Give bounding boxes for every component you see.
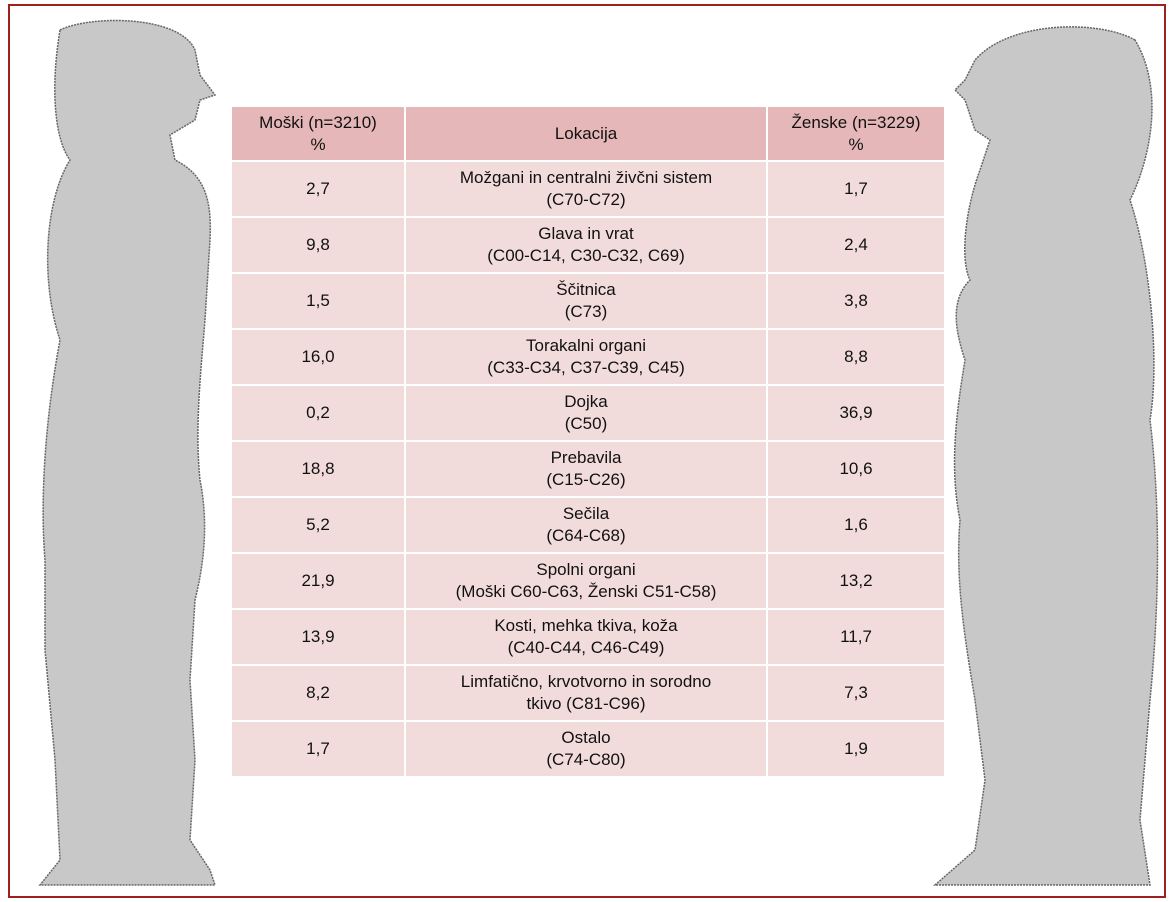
cell: Kosti, mehka tkiva, koža (C40-C44, C46-C… bbox=[406, 610, 766, 666]
cell: 1,7 bbox=[232, 722, 404, 778]
cell: 9,8 bbox=[232, 218, 404, 274]
male-silhouette bbox=[38, 19, 217, 886]
cell: Sečila (C64-C68) bbox=[406, 498, 766, 554]
cell: Prebavila (C15-C26) bbox=[406, 442, 766, 498]
cell: 1,7 bbox=[768, 162, 944, 218]
cell: 0,2 bbox=[232, 386, 404, 442]
cell: Možgani in centralni živčni sistem (C70-… bbox=[406, 162, 766, 218]
row: 16,0 Torakalni organi (C33-C34, C37-C39, … bbox=[232, 330, 944, 386]
cell: 1,5 bbox=[232, 274, 404, 330]
cell: Moški (n=3210) % bbox=[232, 107, 404, 162]
row: 1,7 Ostalo (C74-C80) 1,9 bbox=[232, 722, 944, 778]
cell: 8,8 bbox=[768, 330, 944, 386]
row: 9,8 Glava in vrat (C00-C14, C30-C32, C69)… bbox=[232, 218, 944, 274]
frame bbox=[8, 4, 1166, 898]
row: 1,5 Ščitnica (C73) 3,8 bbox=[232, 274, 944, 330]
cell: Ženske (n=3229) % bbox=[768, 107, 944, 162]
cell: Lokacija bbox=[406, 107, 766, 162]
cell: 5,2 bbox=[232, 498, 404, 554]
cell: 1,9 bbox=[768, 722, 944, 778]
cell: 3,8 bbox=[768, 274, 944, 330]
row: 0,2 Dojka (C50) 36,9 bbox=[232, 386, 944, 442]
cell: Spolni organi (Moški C60-C63, Ženski C51… bbox=[406, 554, 766, 610]
cell: Glava in vrat (C00-C14, C30-C32, C69) bbox=[406, 218, 766, 274]
cell: 2,4 bbox=[768, 218, 944, 274]
cell: 16,0 bbox=[232, 330, 404, 386]
cell: 13,2 bbox=[768, 554, 944, 610]
header-row: Moški (n=3210) % Lokacija Ženske (n=3229) … bbox=[232, 107, 944, 162]
cell: 10,6 bbox=[768, 442, 944, 498]
cell: 7,3 bbox=[768, 666, 944, 722]
cell: 13,9 bbox=[232, 610, 404, 666]
row: 2,7 Možgani in centralni živčni sistem (C… bbox=[232, 162, 944, 218]
cell: 8,2 bbox=[232, 666, 404, 722]
row: 8,2 Limfatično, krvotvorno in sorodno tki… bbox=[232, 666, 944, 722]
cell: Ostalo (C74-C80) bbox=[406, 722, 766, 778]
cell: Ščitnica (C73) bbox=[406, 274, 766, 330]
cell: 2,7 bbox=[232, 162, 404, 218]
cell: 1,6 bbox=[768, 498, 944, 554]
cell: 11,7 bbox=[768, 610, 944, 666]
row: 5,2 Sečila (C64-C68) 1,6 bbox=[232, 498, 944, 554]
cell: Dojka (C50) bbox=[406, 386, 766, 442]
cell: 18,8 bbox=[232, 442, 404, 498]
row: 21,9 Spolni organi (Moški C60-C63, Ženski… bbox=[232, 554, 944, 610]
cell: 36,9 bbox=[768, 386, 944, 442]
cell: Torakalni organi (C33-C34, C37-C39, C45) bbox=[406, 330, 766, 386]
cell: 21,9 bbox=[232, 554, 404, 610]
table: Moški (n=3210) % Lokacija Ženske (n=3229) … bbox=[230, 107, 946, 778]
row: 18,8 Prebavila (C15-C26) 10,6 bbox=[232, 442, 944, 498]
cell: Limfatično, krvotvorno in sorodno tkivo … bbox=[406, 666, 766, 722]
row: 13,9 Kosti, mehka tkiva, koža (C40-C44, C… bbox=[232, 610, 944, 666]
female-silhouette bbox=[933, 26, 1159, 886]
